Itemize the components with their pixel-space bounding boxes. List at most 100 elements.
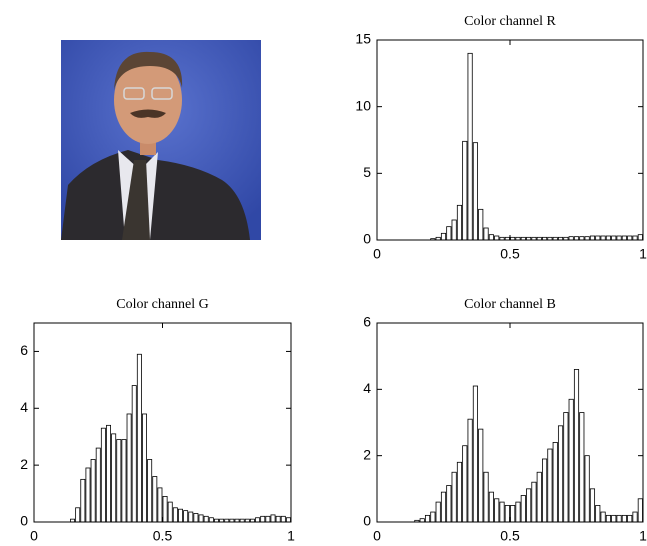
histogram-bar <box>75 507 81 523</box>
histogram-bar <box>510 505 516 523</box>
x-tick-label: 0.5 <box>500 528 520 544</box>
x-tick-label: 0 <box>30 528 38 544</box>
histogram-bar <box>611 514 617 523</box>
histogram-bar <box>616 235 622 241</box>
histogram-bar <box>147 459 153 523</box>
histogram-bar <box>198 514 204 523</box>
y-tick-label: 2 <box>20 456 28 472</box>
histogram-bar <box>193 513 199 523</box>
histogram-bar <box>531 481 537 523</box>
histogram-bar <box>162 496 168 523</box>
y-tick-label: 5 <box>363 164 371 180</box>
histogram-bar <box>526 488 532 523</box>
x-tick-label: 1 <box>639 528 647 544</box>
histogram-bar <box>172 507 178 523</box>
histogram-bar <box>85 467 91 523</box>
histogram-bar <box>157 487 163 523</box>
histogram-bar <box>600 235 606 241</box>
y-tick-label: 0 <box>20 513 28 529</box>
histogram-bar <box>494 235 500 241</box>
x-tick-label: 0.5 <box>153 528 173 544</box>
histogram-bar <box>116 439 122 523</box>
histogram-bar <box>611 235 617 241</box>
histogram-bar <box>515 501 521 523</box>
histogram-bar <box>472 142 478 241</box>
histogram-bar <box>467 52 473 241</box>
histogram-bar <box>435 501 441 523</box>
histogram-bar <box>280 515 286 523</box>
histogram-chart: Color channel G 0 0.5 1 0 2 4 6 <box>20 297 295 543</box>
x-tick-label: 0.5 <box>500 246 520 262</box>
histogram-bar <box>621 514 627 523</box>
y-tick-label: 10 <box>355 97 371 113</box>
histogram-bar <box>167 501 173 523</box>
histogram-bar <box>188 511 194 523</box>
histogram-bar <box>203 515 209 523</box>
histogram-bar <box>536 471 542 523</box>
histogram-bar <box>111 433 117 523</box>
histogram-bar <box>456 461 463 523</box>
histogram-bar <box>573 369 580 523</box>
y-tick-label: 6 <box>363 314 371 330</box>
histogram-bar <box>520 495 526 523</box>
histogram-bar <box>542 458 548 523</box>
histogram-bar <box>589 235 596 241</box>
plot-frame <box>33 322 292 523</box>
histogram-bar <box>557 425 564 523</box>
histogram-bar <box>275 515 281 523</box>
histogram-bar <box>260 515 266 523</box>
plot-frame <box>376 39 644 241</box>
histogram-bar <box>637 498 643 523</box>
histogram-bar <box>600 511 606 523</box>
histogram-bar <box>440 232 447 241</box>
histogram-bar <box>446 485 452 523</box>
histogram-bar <box>424 514 431 523</box>
histogram-bar <box>136 353 142 523</box>
histogram-bar <box>265 515 271 523</box>
histogram-bar <box>595 505 601 523</box>
histogram-bar <box>637 234 643 241</box>
histogram-bar <box>270 514 276 523</box>
histogram-bar <box>488 491 494 523</box>
histogram-bar <box>478 208 484 241</box>
histogram-bar <box>472 385 478 523</box>
x-tick-label: 1 <box>639 246 647 262</box>
y-tick-label: 4 <box>363 380 371 396</box>
chart-title: Color channel R <box>464 14 556 29</box>
histogram-bar <box>106 424 111 523</box>
histogram-bar <box>504 505 510 523</box>
y-tick-label: 2 <box>363 446 371 462</box>
histogram-bar <box>90 459 96 523</box>
histogram-bar <box>142 413 147 523</box>
histogram-bar <box>589 488 596 523</box>
x-tick-label: 0 <box>373 246 381 262</box>
histogram-bar <box>255 517 261 523</box>
histogram-bar <box>627 235 633 241</box>
histogram-bar <box>584 455 590 523</box>
histogram-bar <box>451 219 457 241</box>
histogram-bar <box>451 471 457 523</box>
histogram-bar <box>440 491 447 523</box>
histogram-bar <box>100 427 106 523</box>
histogram-bar <box>488 234 494 241</box>
histogram-bar <box>462 445 468 523</box>
histogram-chart: Color channel B 0 0.5 1 0 2 4 6 <box>363 297 647 543</box>
histogram-bar <box>595 235 601 241</box>
histogram-bar <box>499 501 505 523</box>
y-tick-label: 0 <box>363 231 371 247</box>
histogram-bar <box>483 471 489 523</box>
histogram-bar <box>446 226 452 241</box>
histogram-bar <box>456 204 463 241</box>
y-tick-label: 15 <box>355 31 371 47</box>
histogram-bar <box>494 498 500 523</box>
histogram-bar <box>178 508 183 523</box>
histogram-bar <box>605 235 611 241</box>
histogram-bar <box>183 510 189 523</box>
histogram-bar <box>632 235 638 241</box>
histogram-bar <box>95 447 101 523</box>
histogram-bar <box>552 441 558 523</box>
histogram-bar <box>152 476 158 523</box>
histogram-bar <box>430 511 436 523</box>
